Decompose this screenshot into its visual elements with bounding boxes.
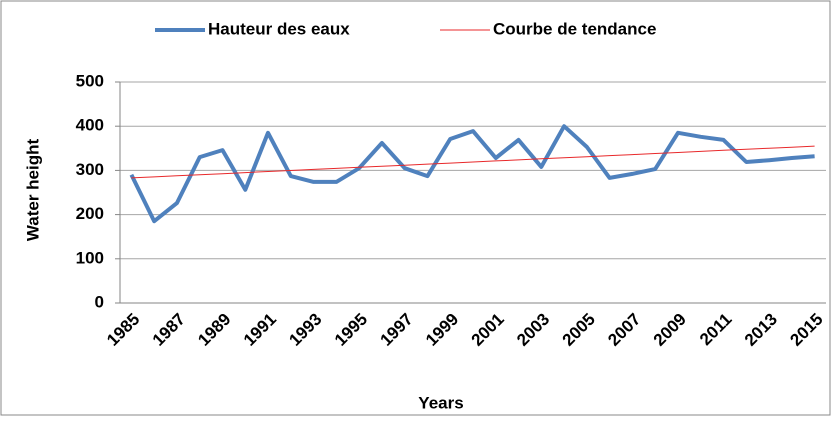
y-axis-title: Water height bbox=[23, 139, 42, 242]
series-line bbox=[131, 145, 815, 179]
y-tick-label: 100 bbox=[76, 248, 104, 267]
x-axis-title: Years bbox=[418, 393, 463, 412]
y-tick-label: 400 bbox=[76, 116, 104, 135]
y-tick-label: 300 bbox=[76, 160, 104, 179]
y-tick-label: 200 bbox=[76, 204, 104, 223]
legend-label: Courbe de tendance bbox=[493, 19, 656, 38]
y-tick-label: 500 bbox=[76, 71, 104, 90]
legend-label: Hauteur des eaux bbox=[208, 19, 350, 38]
y-tick-label: 0 bbox=[95, 292, 104, 311]
series-line bbox=[129, 124, 815, 224]
